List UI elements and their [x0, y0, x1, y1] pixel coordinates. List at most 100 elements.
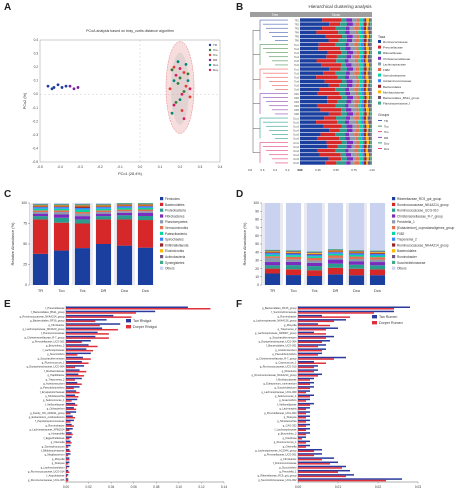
y-axis-label: Relative Abundance (%) — [10, 222, 15, 266]
sample-label: Tcs4 — [294, 81, 300, 84]
stacked-bar-segment — [361, 75, 365, 79]
category-label: g_Lachnospira — [279, 407, 297, 411]
stacked-bar-segment — [366, 50, 369, 55]
scatter-point — [180, 92, 184, 96]
c-bar-segment — [95, 208, 112, 211]
stacked-bar-segment — [300, 136, 318, 141]
stacked-bar-segment — [358, 59, 361, 63]
stacked-bar-segment — [368, 153, 371, 157]
d-bar-segment — [306, 256, 323, 258]
stacked-bar-segment — [364, 153, 367, 157]
x-tick-label: 0.14 — [221, 485, 227, 489]
legend-swatch — [392, 260, 396, 264]
panel-letter-d: D — [236, 189, 244, 200]
stacked-bar-segment — [300, 124, 324, 128]
c-bar-segment — [32, 219, 49, 254]
d-bar-segment — [369, 257, 386, 260]
category-label: g_Saccharofermentans — [38, 356, 66, 360]
stacked-bar-segment — [356, 124, 360, 128]
tree-tick-label: 0.0 — [298, 168, 302, 172]
stacked-bar-segment — [352, 22, 356, 26]
stacked-bar-segment — [335, 132, 346, 137]
legend-label: Rikenellaceae_RC9_gut_group — [397, 197, 442, 201]
bar — [298, 335, 334, 338]
stacked-bar-segment — [358, 132, 361, 137]
bar — [66, 453, 71, 455]
stacked-bar-segment — [300, 75, 317, 79]
legend-swatch — [160, 237, 164, 241]
tree-tick-label: 0.2 — [286, 168, 290, 172]
bar-tick-label: 0.50 — [333, 168, 339, 172]
stacked-bar-segment — [366, 83, 369, 88]
stacked-bar-segment — [352, 128, 356, 133]
d-bar-segment — [369, 253, 386, 256]
stacked-bar-segment — [370, 132, 372, 137]
d-bar-segment — [306, 203, 323, 252]
y-tick-label: 100 — [253, 201, 259, 205]
y-tick-label: 0.0 — [34, 92, 39, 96]
stacked-bar-segment — [354, 132, 359, 137]
bar — [66, 404, 78, 406]
c-bar-segment — [95, 204, 112, 206]
d-bar-segment — [327, 252, 344, 254]
bar — [66, 396, 79, 398]
category-label: f_Bacteroidales_UCG-001 — [266, 344, 297, 348]
stacked-bar-segment — [365, 132, 368, 137]
x-tick-label: Tco — [290, 288, 297, 293]
stacked-bar-segment — [300, 99, 328, 104]
stacked-bar-segment — [359, 112, 363, 116]
stacked-bar-segment — [368, 95, 371, 100]
scatter-point — [178, 76, 182, 80]
stacked-bar-segment — [365, 136, 369, 141]
panel-letter-a: A — [4, 2, 12, 13]
scatter-point — [50, 87, 54, 91]
stacked-bar-segment — [352, 38, 356, 43]
legend-marker — [208, 53, 212, 57]
bar — [298, 457, 334, 459]
stacked-bar-segment — [363, 83, 367, 88]
stacked-bar-segment — [366, 71, 368, 75]
legend-swatch — [378, 96, 381, 99]
c-bar-segment — [53, 203, 70, 204]
stacked-bar-segment — [368, 108, 371, 112]
category-label: g_Ruminobacter — [277, 314, 296, 318]
category-label: g_Acetitomaculum — [43, 381, 64, 385]
d-bar-segment — [327, 251, 344, 253]
legend-label: Dco — [213, 63, 219, 67]
y-tick-label: 90 — [255, 209, 259, 213]
stacked-bar-segment — [354, 116, 360, 120]
stacked-bar-segment — [300, 50, 328, 55]
stacked-bar-segment — [361, 71, 364, 75]
bar — [66, 349, 94, 352]
d-bar-segment — [327, 274, 344, 285]
stacked-bar-segment — [358, 91, 362, 96]
sample-label: Tco1 — [294, 44, 300, 47]
stacked-bar-segment — [350, 46, 357, 51]
chart-title: Hierarchical clustering analysis — [308, 4, 372, 9]
legend-swatch — [160, 260, 164, 264]
stacked-bar-segment — [324, 116, 337, 120]
stacked-bar-segment — [365, 104, 368, 108]
c-bar-segment — [53, 212, 70, 215]
bar-tick-label: 0.75 — [351, 168, 357, 172]
legend-label: Muribaculaceae — [383, 90, 405, 94]
stacked-bar-segment — [345, 104, 349, 108]
y-tick-label: -0.4 — [33, 146, 39, 150]
stacked-bar-segment — [359, 83, 363, 88]
legend-swatch — [378, 56, 381, 60]
category-label: g_Succinivibrio — [279, 465, 297, 469]
legend-label: Spirochaetes — [165, 238, 184, 242]
stacked-bar-segment — [335, 71, 346, 75]
stacked-bar-segment — [346, 38, 353, 43]
legend-swatch — [392, 266, 396, 270]
stacked-bar-segment — [366, 128, 369, 133]
stacked-bar-segment — [353, 50, 357, 55]
bar — [298, 354, 318, 356]
stacked-bar-segment — [366, 67, 369, 71]
stacked-bar-segment — [368, 112, 371, 116]
stacked-bar-segment — [354, 104, 359, 108]
y-tick-label: 30 — [255, 259, 259, 263]
legend-swatch — [160, 202, 164, 206]
stacked-bar-segment — [361, 161, 364, 165]
stacked-bar-segment — [300, 30, 317, 35]
